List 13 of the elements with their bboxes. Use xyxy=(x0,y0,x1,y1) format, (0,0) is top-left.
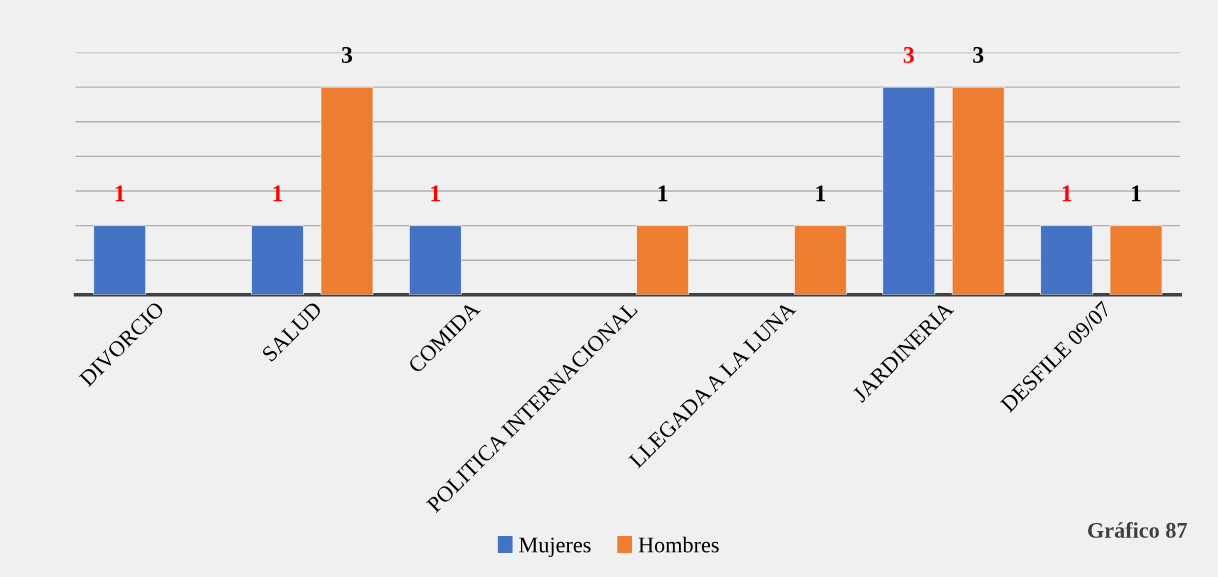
data-label: 1 xyxy=(273,185,283,202)
data-label: 3 xyxy=(341,47,353,63)
data-label: 1 xyxy=(115,185,125,202)
data-label: 1 xyxy=(816,185,826,202)
legend-label: Hombres xyxy=(638,536,719,553)
data-label: 3 xyxy=(903,47,914,63)
data-label: 3 xyxy=(973,47,984,63)
text: Gráfico 87 xyxy=(1088,522,1188,538)
data-label: 1 xyxy=(1062,185,1072,202)
data-label: 1 xyxy=(1132,185,1141,202)
data-label: 1 xyxy=(431,185,441,202)
data-label: 1 xyxy=(658,185,668,202)
legend-label: Mujeres xyxy=(519,537,591,557)
